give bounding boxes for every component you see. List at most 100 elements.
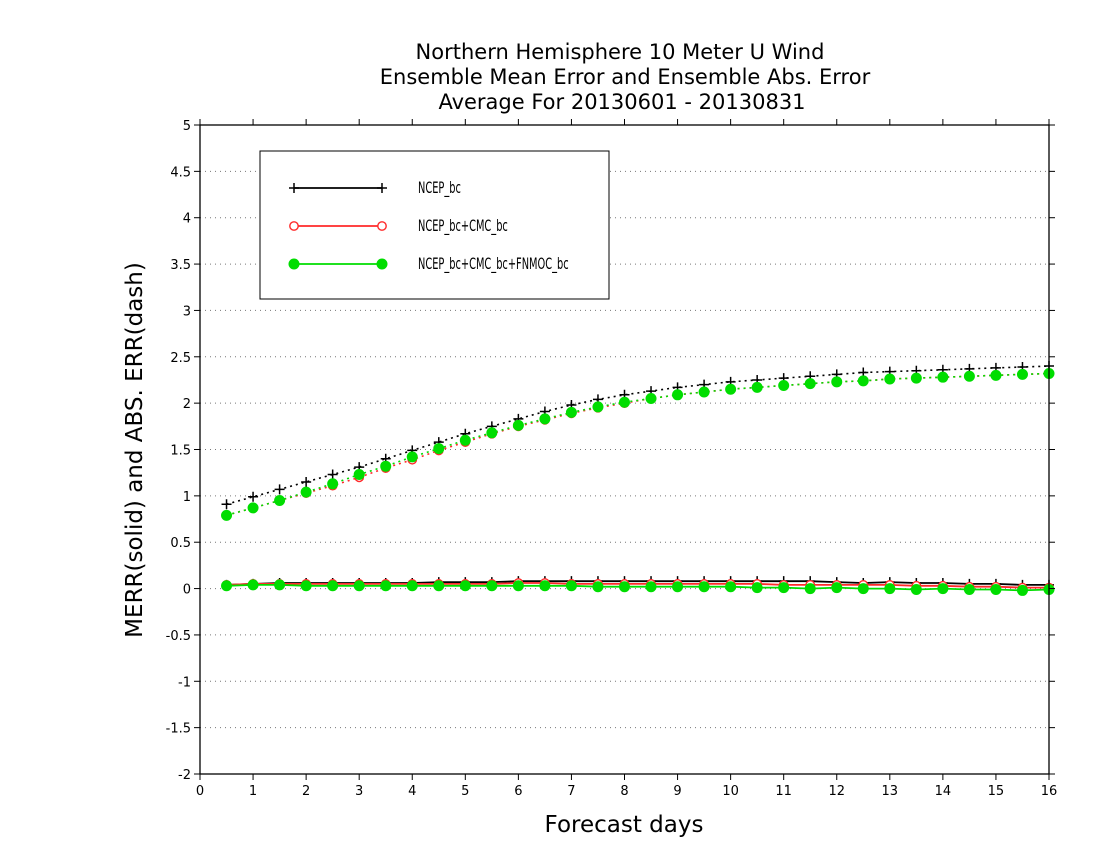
x-tick-label: 1 — [249, 784, 257, 799]
data-point — [645, 581, 657, 593]
data-point — [672, 389, 684, 401]
y-tick-label: 1 — [183, 490, 191, 505]
data-point — [289, 221, 299, 231]
legend: NCEP_bc NCEP_bc+CMC_bc NCEP_bc+CMC_bc+FNMO… — [259, 150, 610, 300]
x-tick-label: 3 — [355, 784, 363, 799]
y-tick-label: 3 — [183, 304, 191, 319]
x-tick-label: 15 — [988, 784, 1005, 799]
data-point — [406, 580, 418, 592]
data-point — [1016, 368, 1028, 380]
series-NCEP_bc+CMC_bc — [221, 368, 1054, 593]
data-point — [937, 371, 949, 383]
data-point — [300, 580, 312, 592]
legend-label: NCEP_bc — [418, 179, 461, 198]
data-point — [300, 486, 312, 498]
data-point — [459, 434, 471, 446]
data-point — [221, 499, 232, 510]
data-point — [645, 393, 657, 405]
data-point — [376, 258, 388, 270]
data-point — [725, 581, 737, 593]
x-tick-label: 9 — [673, 784, 681, 799]
y-tick-label: 2.5 — [170, 351, 191, 366]
data-point — [247, 579, 259, 591]
axis-ticks: -2-1.5-1-0.500.511.522.533.544.550 1 2 3 4 5 6… — [166, 119, 1058, 799]
data-point — [486, 580, 498, 592]
data-point — [327, 469, 338, 480]
data-point — [990, 369, 1002, 381]
data-point — [380, 580, 392, 592]
x-tick-label: 12 — [828, 784, 845, 799]
data-point — [592, 401, 604, 413]
data-point — [804, 583, 816, 595]
data-point — [910, 583, 922, 595]
data-point — [459, 580, 471, 592]
data-point — [380, 460, 392, 472]
legend-entry: NCEP_bc+CMC_bc — [289, 217, 508, 236]
y-tick-label: 4.5 — [170, 165, 191, 180]
title-line-3: Average For 20130601 - 20130831 — [438, 90, 805, 114]
data-point — [1016, 584, 1028, 596]
y-tick-label: 0 — [183, 583, 191, 598]
abs-err-line — [226, 372, 1050, 517]
abs-err-line — [226, 372, 1050, 517]
data-point — [512, 419, 524, 431]
data-point — [725, 383, 737, 395]
data-point — [990, 583, 1002, 595]
legend-entry: NCEP_bc+CMC_bc+FNMOC_bc — [288, 255, 569, 274]
legend-entry: NCEP_bc — [289, 179, 461, 198]
data-point — [486, 427, 498, 439]
y-axis-label: MERR(solid) and ABS. ERR(dash) — [122, 262, 148, 638]
data-point — [274, 579, 286, 591]
data-point — [539, 580, 551, 592]
y-tick-label: 4 — [183, 212, 191, 227]
data-point — [565, 406, 577, 418]
legend-label: NCEP_bc+CMC_bc — [418, 217, 508, 236]
data-point — [512, 580, 524, 592]
legend-box — [259, 150, 610, 300]
data-point — [433, 580, 445, 592]
data-point — [433, 443, 445, 455]
data-point — [353, 469, 365, 481]
y-tick-label: -2 — [178, 768, 191, 783]
data-point — [778, 380, 790, 392]
x-tick-label: 16 — [1041, 784, 1058, 799]
data-point — [751, 582, 763, 594]
x-tick-label: 2 — [302, 784, 310, 799]
data-point — [301, 476, 312, 487]
data-point — [857, 375, 869, 387]
y-tick-label: -1 — [178, 675, 191, 690]
title-line-2: Ensemble Mean Error and Ensemble Abs. Er… — [380, 65, 871, 89]
data-point — [274, 494, 286, 506]
y-tick-label: 3.5 — [170, 258, 191, 273]
y-tick-label: 1.5 — [170, 444, 191, 459]
x-tick-label: 14 — [935, 784, 952, 799]
x-tick-label: 5 — [461, 784, 469, 799]
series-NCEP_bc+CMC_bc+FNMOC_bc — [221, 367, 1055, 596]
series-NCEP_bc — [221, 361, 1054, 590]
x-tick-label: 11 — [775, 784, 792, 799]
y-tick-label: -1.5 — [166, 722, 191, 737]
data-point — [539, 413, 551, 425]
data-point — [884, 583, 896, 595]
data-point — [751, 381, 763, 393]
x-tick-label: 6 — [514, 784, 522, 799]
y-tick-label: 2 — [183, 397, 191, 412]
plot-series — [221, 361, 1055, 596]
data-point — [910, 372, 922, 384]
data-point — [327, 478, 339, 490]
data-point — [592, 581, 604, 593]
data-point — [353, 580, 365, 592]
data-point — [221, 509, 233, 521]
chart-title: Northern Hemisphere 10 Meter U Wind Ense… — [380, 40, 871, 114]
data-point — [377, 183, 387, 193]
data-point — [289, 183, 299, 193]
x-tick-label: 7 — [567, 784, 575, 799]
data-point — [327, 580, 339, 592]
data-point — [778, 582, 790, 594]
data-point — [857, 583, 869, 595]
abs-err-line — [226, 365, 1050, 505]
data-point — [565, 580, 577, 592]
x-tick-label: 4 — [408, 784, 416, 799]
x-tick-label: 13 — [882, 784, 899, 799]
